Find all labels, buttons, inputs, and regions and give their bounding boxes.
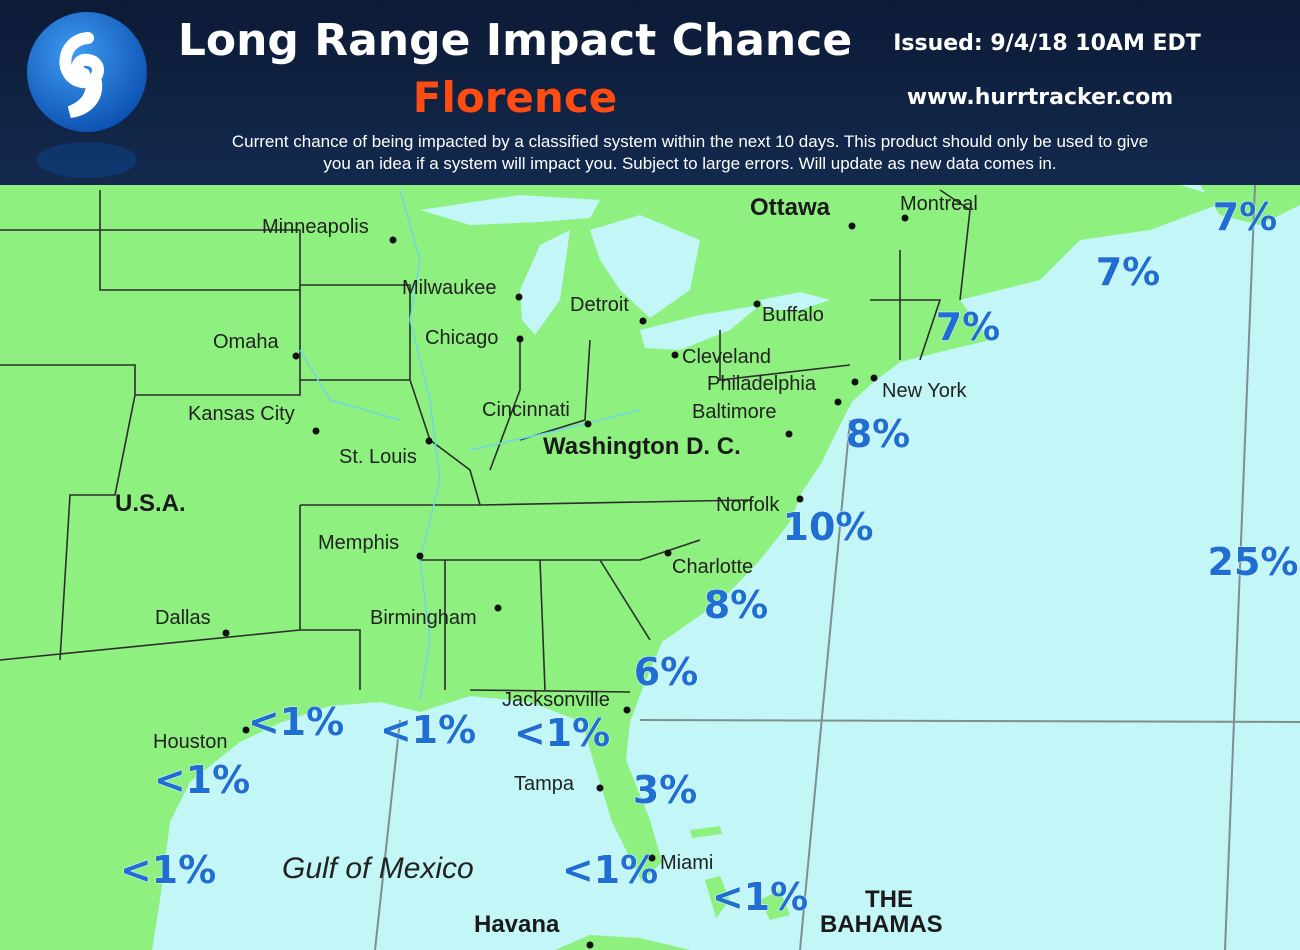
city-dot <box>901 214 909 222</box>
place-label: THE <box>865 886 913 913</box>
city-dot <box>848 222 856 230</box>
city-dot <box>312 427 320 435</box>
impact-chance: <1% <box>562 848 658 892</box>
description: Current chance of being impacted by a cl… <box>232 132 1148 151</box>
place-label: Detroit <box>570 294 629 316</box>
city-dot <box>671 351 679 359</box>
city-dot <box>425 437 433 445</box>
city-dot <box>494 604 502 612</box>
city-dot <box>389 236 397 244</box>
impact-chance: <1% <box>248 700 344 744</box>
city-dot <box>584 420 592 428</box>
place-label: Chicago <box>425 327 498 349</box>
place-label: Baltimore <box>692 401 776 423</box>
place-label: Havana <box>474 911 560 938</box>
impact-chance: 7% <box>936 305 1001 349</box>
storm-name: Florence <box>413 73 617 122</box>
logo <box>27 12 147 178</box>
city-dot <box>516 335 524 343</box>
place-label: Buffalo <box>762 304 824 326</box>
title: Long Range Impact Chance <box>178 15 852 66</box>
description: you an idea if a system will impact you.… <box>323 154 1056 173</box>
city-dot <box>586 941 594 949</box>
header-bar <box>0 0 1300 185</box>
place-label: Omaha <box>213 331 279 353</box>
issued: Issued: 9/4/18 10AM EDT <box>893 31 1201 56</box>
place-label: Cleveland <box>682 346 771 368</box>
place-label: Birmingham <box>370 607 477 629</box>
impact-chance: 3% <box>633 768 698 812</box>
impact-chance: <1% <box>120 848 216 892</box>
place-label: Gulf of Mexico <box>282 852 474 885</box>
city-dot <box>870 374 878 382</box>
city-dot <box>596 784 604 792</box>
city-dot <box>292 352 300 360</box>
place-label: U.S.A. <box>115 490 186 517</box>
place-label: Norfolk <box>716 494 780 516</box>
impact-chance: <1% <box>380 708 476 752</box>
city-dot <box>664 549 672 557</box>
impact-chance: 7% <box>1213 195 1278 239</box>
place-label: Charlotte <box>672 556 753 578</box>
city-dot <box>623 706 631 714</box>
city-dot <box>416 552 424 560</box>
place-label: Minneapolis <box>262 216 369 238</box>
place-label: Dallas <box>155 607 211 629</box>
city-dot <box>222 629 230 637</box>
impact-chance: 6% <box>634 650 699 694</box>
place-label: Milwaukee <box>402 277 496 299</box>
place-label: Washington D. C. <box>543 433 741 460</box>
impact-chance: <1% <box>514 711 610 755</box>
impact-chance: 8% <box>704 583 769 627</box>
place-label: Ottawa <box>750 194 831 221</box>
impact-chance: 25% <box>1208 540 1299 584</box>
impact-chance: 7% <box>1096 250 1161 294</box>
place-label: Miami <box>660 852 713 874</box>
place-label: Cincinnati <box>482 399 570 421</box>
place-label: Memphis <box>318 532 399 554</box>
website: www.hurrtracker.com <box>907 85 1173 110</box>
great-lakes <box>420 195 830 350</box>
city-dot <box>753 300 761 308</box>
place-label: St. Louis <box>339 446 417 468</box>
city-dot <box>648 854 656 862</box>
graticule <box>374 184 1300 950</box>
place-label: Philadelphia <box>707 373 817 395</box>
rivers <box>299 189 641 701</box>
impact-chance: 8% <box>846 412 911 456</box>
city-dot <box>851 378 859 386</box>
impact-chance: 10% <box>783 505 874 549</box>
impact-chance: <1% <box>154 758 250 802</box>
impact-chance: <1% <box>712 875 808 919</box>
place-label: Montreal <box>900 193 978 215</box>
city-dot <box>515 293 523 301</box>
place-label: Houston <box>153 731 228 753</box>
city-dot <box>639 317 647 325</box>
place-label: Kansas City <box>188 403 295 425</box>
place-label: Tampa <box>514 773 575 795</box>
place-label: Jacksonville <box>502 689 610 711</box>
city-dot <box>834 398 842 406</box>
place-label: BAHAMAS <box>820 911 943 938</box>
place-label: New York <box>882 380 967 402</box>
city-dot <box>242 726 250 734</box>
city-dot <box>785 430 793 438</box>
borders <box>0 189 971 693</box>
city-dot <box>796 495 804 503</box>
